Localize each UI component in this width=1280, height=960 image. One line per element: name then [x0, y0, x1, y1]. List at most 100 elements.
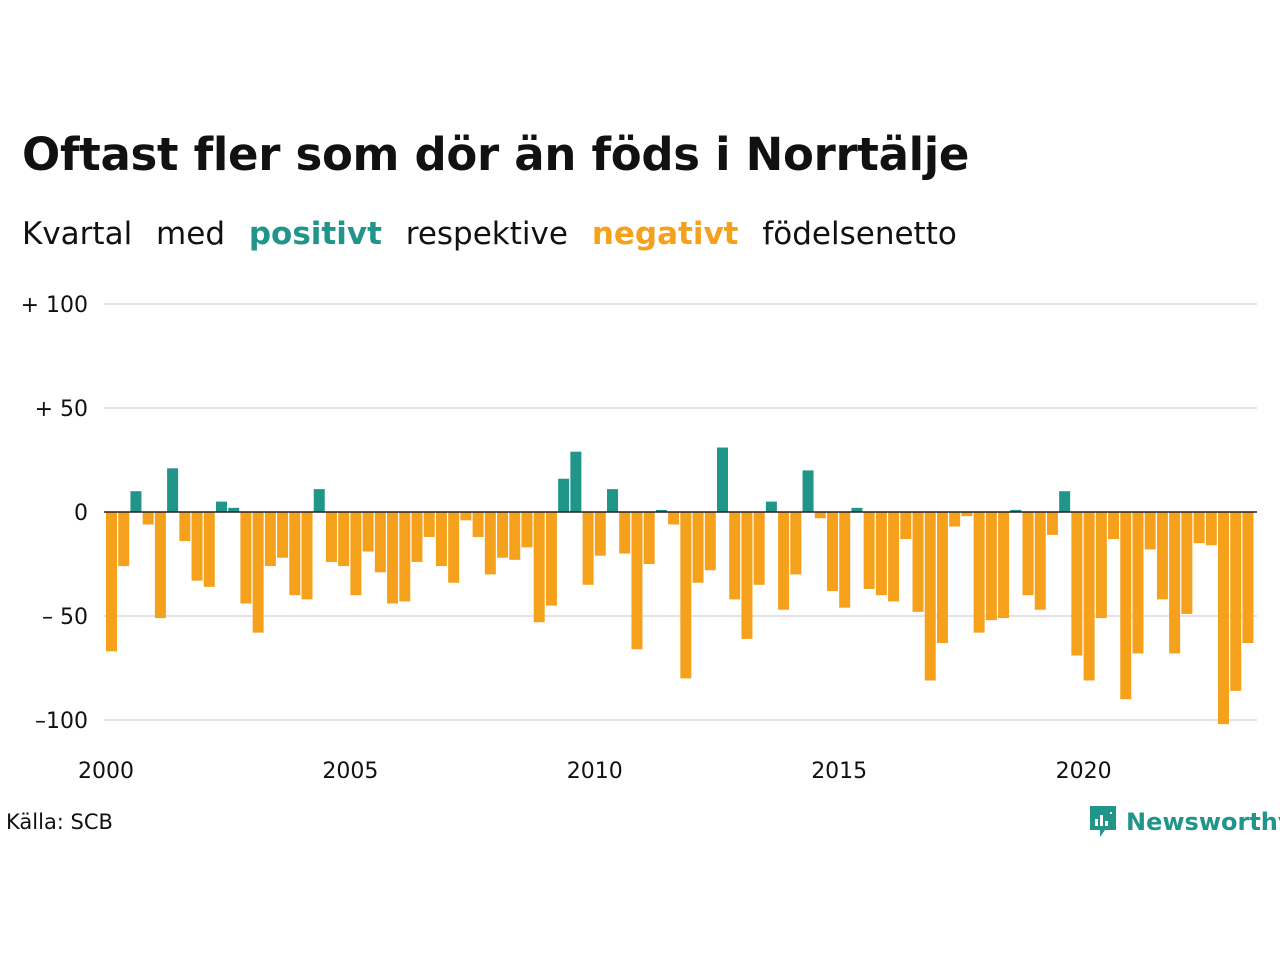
bar [325, 512, 337, 562]
bar [374, 512, 386, 573]
bar [924, 512, 936, 681]
subtitle-positive-label: positivt [248, 216, 382, 252]
bar [900, 512, 912, 540]
bar [1120, 512, 1132, 700]
bar [1071, 512, 1083, 656]
bar [558, 478, 570, 512]
bar [362, 512, 374, 552]
x-tick-label: 2020 [1056, 759, 1112, 784]
bar [264, 512, 276, 567]
subtitle-text-2: med [156, 216, 225, 252]
bar [1169, 512, 1181, 654]
bar [533, 512, 545, 623]
bar [570, 451, 582, 512]
subtitle-text-4: födelsenetto [762, 216, 957, 252]
bar [1156, 512, 1168, 600]
bar [704, 512, 716, 571]
bar [472, 512, 484, 537]
y-tick-label: 0 [74, 501, 88, 526]
bar [936, 512, 948, 644]
bar [668, 512, 680, 525]
bar [1242, 512, 1254, 644]
bar [1022, 512, 1034, 596]
bar [765, 501, 777, 512]
bar [839, 512, 851, 608]
bar [1046, 512, 1058, 535]
bar [106, 512, 117, 652]
bar [680, 512, 692, 679]
newsworthy-logo-icon [1090, 806, 1116, 837]
bar [448, 512, 460, 583]
bar [521, 512, 533, 548]
brand-name: Newsworthy [1126, 808, 1280, 836]
bar [1083, 512, 1095, 681]
subtitle-text-1: Kvartal [22, 216, 133, 252]
bar [289, 512, 301, 596]
bar [1059, 491, 1071, 512]
y-tick-label: –100 [35, 709, 88, 734]
bar [631, 512, 643, 650]
bar [790, 512, 802, 575]
y-tick-label: + 100 [21, 293, 88, 318]
x-tick-label: 2010 [567, 759, 623, 784]
bar [741, 512, 753, 639]
y-tick-label: + 50 [35, 397, 88, 422]
bar [1034, 512, 1046, 610]
bar [399, 512, 411, 602]
bar [655, 509, 667, 512]
bar [851, 507, 863, 512]
bar [545, 512, 557, 606]
bar [338, 512, 350, 567]
bar [460, 512, 472, 521]
bar [692, 512, 704, 583]
bar [1095, 512, 1107, 619]
bar [802, 470, 814, 512]
bar [961, 512, 973, 517]
bar [973, 512, 985, 633]
bar [509, 512, 521, 560]
bar [1193, 512, 1205, 544]
x-tick-label: 2005 [322, 759, 378, 784]
bar [717, 447, 728, 512]
bar [313, 489, 325, 512]
x-tick-label: 2015 [811, 759, 867, 784]
bar [814, 512, 826, 519]
bar [1108, 512, 1120, 540]
x-tick-label: 2000 [78, 759, 134, 784]
bar [1218, 512, 1230, 725]
subtitle-text-3: respektive [405, 216, 568, 252]
bar [130, 491, 142, 512]
subtitle-negative-label: negativt [591, 216, 739, 252]
bar-chart: + 100 + 50 0 – 50 –100 2000 2005 2010 2015 2020 [21, 293, 1257, 784]
bar [949, 512, 961, 527]
bar [179, 512, 191, 542]
chart-subtitle: Kvartal med positivt respektive negativt… [22, 216, 971, 252]
bar [912, 512, 924, 612]
bar [826, 512, 838, 592]
bar [497, 512, 509, 558]
bar [154, 512, 166, 619]
bar [118, 512, 130, 567]
bar [888, 512, 900, 602]
bar [301, 512, 313, 600]
bar [252, 512, 264, 633]
bar [191, 512, 203, 581]
bar [387, 512, 399, 604]
bar [729, 512, 741, 600]
bar [350, 512, 362, 596]
bar [228, 507, 240, 512]
bar [1010, 509, 1022, 512]
bar [203, 512, 215, 587]
bar [277, 512, 289, 558]
bar [619, 512, 631, 554]
bar [435, 512, 447, 567]
bar [1144, 512, 1156, 550]
bar [998, 512, 1010, 619]
brand-logo[interactable]: Newsworthy [1088, 804, 1280, 840]
chart-title: Oftast fler som dör än föds i Norrtälje [22, 128, 970, 181]
bar [985, 512, 997, 621]
bar [215, 501, 227, 512]
bar [1205, 512, 1217, 546]
bar [875, 512, 887, 596]
bar [167, 468, 179, 512]
